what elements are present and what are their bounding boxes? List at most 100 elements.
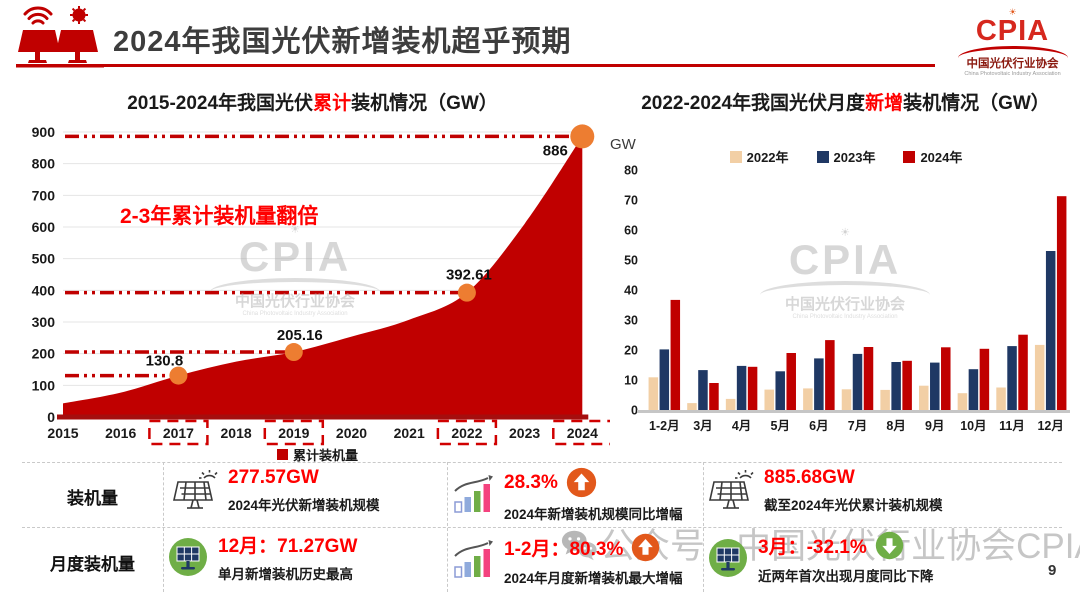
cpia-logo: ☀ CPIA 中国光伏行业协会 China Photovoltaic Indus…	[955, 8, 1070, 77]
stat-description: 2024年光伏新增装机规模	[228, 498, 380, 513]
svg-text:60: 60	[624, 224, 638, 238]
stat-description: 2024年新增装机规模同比增幅	[504, 507, 683, 522]
svg-text:2021: 2021	[394, 425, 425, 441]
svg-text:9月: 9月	[925, 419, 944, 433]
stat-march-decline: 3月：-32.1% 近两年首次出现月度同比下降	[708, 531, 934, 585]
stat-description: 2024年月度新增装机最大增幅	[504, 571, 683, 586]
svg-text:2020: 2020	[336, 425, 367, 441]
svg-text:300: 300	[32, 314, 56, 330]
green-solar-icon	[169, 538, 207, 576]
green-solar-icon	[709, 539, 747, 577]
stat-max-monthly-growth: 1-2月：80.3% 2024年月度新增装机最大增幅	[452, 533, 683, 587]
svg-text:40: 40	[624, 284, 638, 298]
svg-text:1-2月: 1-2月	[649, 419, 680, 433]
svg-text:2-3年累计装机量翻倍: 2-3年累计装机量翻倍	[120, 204, 318, 228]
svg-text:12月: 12月	[1037, 419, 1063, 433]
svg-text:50: 50	[624, 254, 638, 268]
svg-text:900: 900	[32, 124, 56, 140]
svg-text:70: 70	[624, 194, 638, 208]
title-highlight: 新增	[865, 93, 904, 114]
legend-swatch	[816, 150, 829, 163]
svg-text:2016: 2016	[105, 425, 136, 441]
cumulative-chart-title: 2015-2024年我国光伏累计装机情况（GW）	[30, 88, 595, 115]
stat-text: 28.3% 2024年新增装机规模同比增幅	[504, 467, 683, 523]
stat-december-record: 12月：71.27GW 单月新增装机历史最高	[168, 531, 357, 583]
table-border-middle	[22, 527, 1062, 528]
stat-value: 885.68GW	[764, 467, 855, 488]
svg-text:3月: 3月	[693, 419, 712, 433]
legend-label: 2023年	[833, 150, 876, 165]
legend-label: 2024年	[920, 150, 963, 165]
svg-text:2015: 2015	[47, 425, 78, 441]
svg-text:600: 600	[32, 219, 56, 235]
stat-cumulative-capacity: 885.68GW 截至2024年光伏累计装机规模	[708, 467, 943, 514]
svg-text:10: 10	[624, 374, 638, 388]
down-arrow-icon	[875, 531, 903, 560]
title-highlight: 累计	[313, 93, 352, 114]
svg-text:100: 100	[32, 377, 56, 393]
svg-text:80: 80	[624, 164, 638, 178]
title-prefix: 2015-2024年我国光伏	[127, 93, 314, 114]
svg-text:2018: 2018	[221, 425, 252, 441]
svg-text:20: 20	[624, 344, 638, 358]
svg-text:400: 400	[32, 282, 56, 298]
stat-yoy-growth: 28.3% 2024年新增装机规模同比增幅	[452, 467, 683, 523]
logo-arc	[957, 46, 1068, 58]
svg-text:10月: 10月	[960, 419, 986, 433]
svg-text:200: 200	[32, 346, 56, 362]
svg-text:500: 500	[32, 251, 56, 267]
monthly-bar-chart: 0 10 20 30 40 50 60 70 80 1-2月 3月 4月 5月 6月 7月 8月 9月 10月 11…	[624, 164, 1070, 433]
solar-panel-icon	[173, 469, 218, 509]
stat-text: 885.68GW 截至2024年光伏累计装机规模	[764, 467, 943, 514]
stat-value: 1-2月：80.3%	[504, 539, 624, 560]
row-label-installations: 装机量	[67, 489, 118, 508]
svg-text:30: 30	[624, 314, 638, 328]
monthly-chart-legend: 2022年 2023年 2024年	[615, 147, 1077, 166]
stat-new-installed-capacity: 277.57GW 2024年光伏新增装机规模	[172, 467, 380, 514]
svg-text:7月: 7月	[848, 419, 867, 433]
stat-text: 12月：71.27GW 单月新增装机历史最高	[218, 531, 357, 583]
svg-text:130.8: 130.8	[146, 353, 184, 370]
stat-text: 3月：-32.1% 近两年首次出现月度同比下降	[758, 531, 934, 585]
row-label-monthly-installations: 月度装机量	[50, 555, 135, 574]
monthly-chart-title: 2022-2024年我国光伏月度新增装机情况（GW）	[618, 88, 1073, 115]
page-title-text: 2024年我国光伏新增装机超乎预期	[113, 26, 572, 58]
stat-text: 1-2月：80.3% 2024年月度新增装机最大增幅	[504, 533, 683, 587]
cpia-logo-text: CPIA	[975, 15, 1050, 47]
cumulative-chart-legend: 累计装机量	[25, 445, 610, 464]
growth-chart-icon	[454, 475, 493, 513]
legend-swatch	[903, 150, 916, 163]
svg-text:4月: 4月	[732, 419, 751, 433]
table-divider-2	[447, 462, 448, 592]
svg-text:0: 0	[631, 404, 638, 418]
svg-text:2023: 2023	[509, 425, 540, 441]
page-title: 2024年我国光伏新增装机超乎预期	[113, 18, 572, 60]
title-suffix: 装机情况（GW）	[351, 93, 498, 114]
page-number: 9	[1048, 562, 1057, 579]
legend-label: 2022年	[746, 150, 789, 165]
svg-text:2024: 2024	[567, 425, 598, 441]
stat-value: 3月：-32.1%	[758, 537, 867, 558]
svg-text:2019: 2019	[278, 425, 309, 441]
svg-text:800: 800	[32, 156, 56, 172]
solar-panels-icon	[16, 6, 104, 68]
stat-value: 277.57GW	[228, 467, 319, 488]
stat-value: 28.3%	[504, 471, 558, 493]
growth-chart-icon	[454, 540, 493, 578]
svg-text:2017: 2017	[163, 425, 194, 441]
legend-label: 累计装机量	[292, 448, 358, 463]
table-divider-1	[163, 462, 164, 592]
sunburst-icon: ☀	[1008, 7, 1017, 17]
stat-description: 单月新增装机历史最高	[218, 567, 353, 582]
svg-text:2022: 2022	[451, 425, 482, 441]
svg-text:205.16: 205.16	[277, 327, 323, 344]
up-arrow-icon	[632, 533, 660, 562]
svg-text:11月: 11月	[999, 419, 1025, 433]
stat-value: 12月：71.27GW	[218, 536, 358, 557]
solar-panel-icon	[709, 469, 754, 509]
stat-description: 截至2024年光伏累计装机规模	[764, 498, 943, 513]
table-border-top	[22, 462, 1062, 463]
cpia-logo-en: China Photovoltaic Industry Association	[964, 70, 1061, 77]
cpia-logo-cn: 中国光伏行业协会	[966, 58, 1059, 70]
